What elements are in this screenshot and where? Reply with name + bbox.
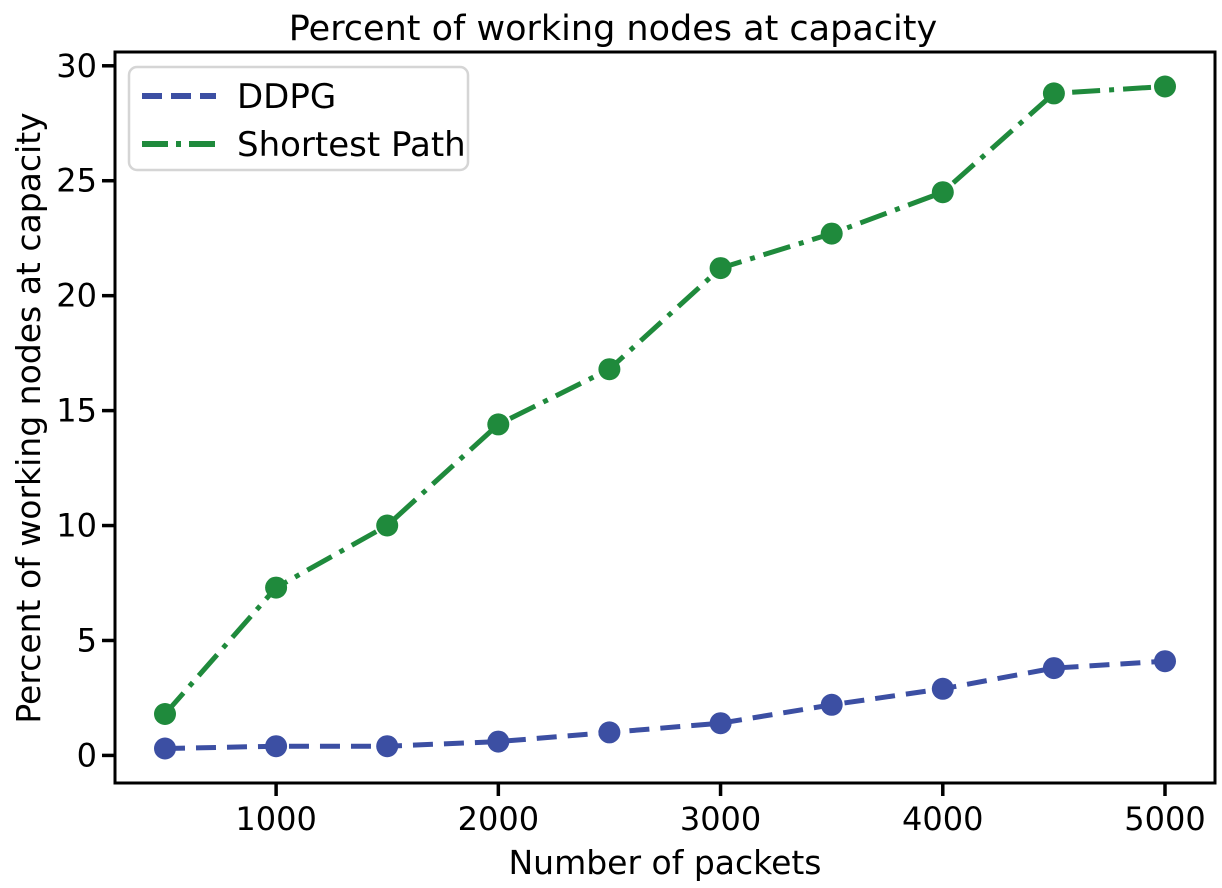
y-tick-label: 10 xyxy=(56,507,97,545)
data-point-marker-shortest-path xyxy=(931,181,954,204)
x-tick-label: 2000 xyxy=(458,800,539,838)
x-tick-label: 1000 xyxy=(235,800,316,838)
data-point-marker-shortest-path xyxy=(709,257,732,280)
data-point-marker-ddpg xyxy=(1042,657,1065,680)
data-point-marker-shortest-path xyxy=(154,703,176,725)
x-tick-label: 4000 xyxy=(902,800,983,838)
data-point-marker-ddpg xyxy=(376,735,399,758)
series-line-ddpg xyxy=(164,658,1166,751)
y-tick-label: 5 xyxy=(77,621,97,659)
data-point-marker-shortest-path xyxy=(598,358,621,381)
data-point-marker-shortest-path xyxy=(820,222,843,245)
data-point-marker-ddpg xyxy=(265,735,288,758)
y-tick-label: 30 xyxy=(56,47,97,85)
data-point-marker-ddpg xyxy=(154,737,176,760)
data-point-marker-ddpg xyxy=(931,677,954,700)
x-axis-label: Number of packets xyxy=(508,843,821,882)
y-tick-label: 15 xyxy=(56,392,97,430)
data-point-marker-ddpg xyxy=(487,730,510,753)
x-tick-label: 5000 xyxy=(1124,800,1205,838)
chart-title: Percent of working nodes at capacity xyxy=(289,9,937,49)
y-tick-label: 20 xyxy=(56,277,97,315)
data-point-marker-ddpg xyxy=(598,721,621,744)
data-point-marker-ddpg xyxy=(1154,650,1176,673)
legend-label-shortest-path: Shortest Path xyxy=(237,125,466,165)
y-tick-label: 0 xyxy=(77,736,97,774)
data-point-marker-shortest-path xyxy=(265,576,288,599)
legend-label-ddpg: DDPG xyxy=(237,77,336,117)
axes-frame xyxy=(113,50,1217,785)
data-point-marker-shortest-path xyxy=(376,514,399,537)
data-point-marker-ddpg xyxy=(820,693,843,716)
y-axis-label: Percent of working nodes at capacity xyxy=(9,112,48,723)
plot-area: 1000 2000 3000 4000 5000 0 5 10 15 20 25 30 xyxy=(56,47,1217,838)
data-point-marker-ddpg xyxy=(709,712,732,735)
x-tick-label: 3000 xyxy=(680,800,761,838)
data-point-marker-shortest-path xyxy=(487,413,510,436)
y-tick-label: 25 xyxy=(56,162,97,200)
data-point-marker-shortest-path xyxy=(1042,82,1065,105)
data-point-marker-shortest-path xyxy=(1154,75,1176,98)
series-line-shortest-path xyxy=(163,84,1166,716)
